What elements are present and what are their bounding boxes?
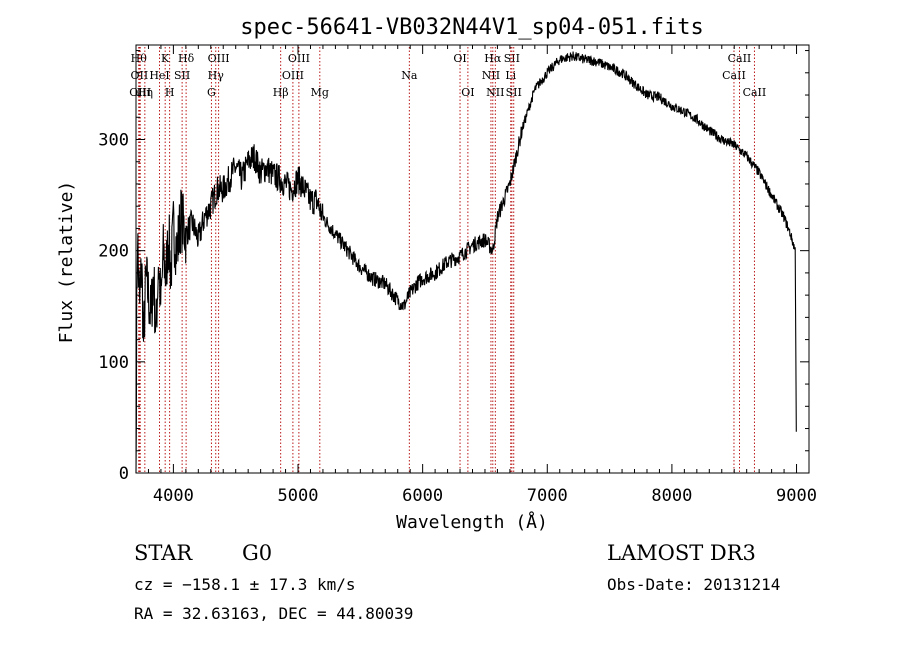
y-tick-label: 0 <box>119 464 129 484</box>
spectral-line-label: OII <box>131 69 149 82</box>
spectral-line-label: Na <box>401 69 418 82</box>
observation-date: Obs-Date: 20131214 <box>607 575 780 594</box>
axis-ticks: 4000 5000 6000 7000 8000 9000 0 100 200 300 <box>98 45 817 506</box>
survey-name: LAMOST DR3 <box>607 541 756 565</box>
object-subclass: G0 <box>242 541 272 565</box>
chart-title: spec-56641-VB032N44V1_sp04-051.fits <box>240 15 704 40</box>
x-tick-label: 4000 <box>153 486 194 506</box>
x-axis-label: Wavelength (Å) <box>396 511 548 533</box>
x-tick-label: 6000 <box>402 486 443 506</box>
spectral-line-markers: HθOIIOIIIHηHeIKHSIIHδGHγOIIIHβOIIIOIIIMg… <box>129 47 766 473</box>
spectral-line-label: OIII <box>288 52 310 65</box>
spectral-line-label: Hδ <box>178 52 195 65</box>
spectral-line-label: CaII <box>722 69 746 82</box>
spectral-line-label: NII <box>486 86 504 99</box>
spectral-line-label: Mg <box>311 86 329 99</box>
spectral-line-label: CaII <box>743 86 767 99</box>
spectral-line-label: OI <box>461 86 474 99</box>
spectrum-series <box>135 51 797 474</box>
spectral-line-label: OIII <box>282 69 304 82</box>
y-axis-label: Flux (relative) <box>56 181 77 344</box>
spectral-line-label: OIII <box>208 52 230 65</box>
y-tick-label: 200 <box>98 242 129 262</box>
redshift-value: cz = −158.1 ± 17.3 km/s <box>134 575 356 594</box>
spectral-line-label: SII <box>504 52 520 65</box>
spectral-line-label: Hα <box>484 52 502 65</box>
spectral-line-label: G <box>207 86 216 99</box>
spectral-line-label: Li <box>505 69 516 82</box>
coordinates: RA = 32.63163, DEC = 44.80039 <box>134 604 413 623</box>
spectral-line-label: NII <box>482 69 500 82</box>
object-class: STAR <box>134 541 193 565</box>
spectrum-line <box>135 51 797 474</box>
spectral-line-label: K <box>161 52 170 65</box>
spectral-line-label: OI <box>453 52 466 65</box>
spectral-line-label: SII <box>506 86 522 99</box>
plot-frame <box>135 44 810 474</box>
spectral-line-label: CaII <box>728 52 752 65</box>
spectral-line-label: HeI <box>149 69 169 82</box>
spectral-line-label: Hβ <box>273 86 289 99</box>
spectral-line-label: OIII <box>129 86 151 99</box>
spectral-line-label: H <box>165 86 175 99</box>
x-tick-label: 7000 <box>527 486 568 506</box>
spectral-line-label: Hη <box>137 86 153 99</box>
x-tick-label: 8000 <box>651 486 692 506</box>
y-tick-label: 100 <box>98 353 129 373</box>
spectral-line-label: SII <box>174 69 190 82</box>
x-tick-label: 9000 <box>776 486 817 506</box>
y-tick-label: 300 <box>98 130 129 150</box>
x-tick-label: 5000 <box>278 486 319 506</box>
spectral-line-label: Hγ <box>208 69 225 82</box>
